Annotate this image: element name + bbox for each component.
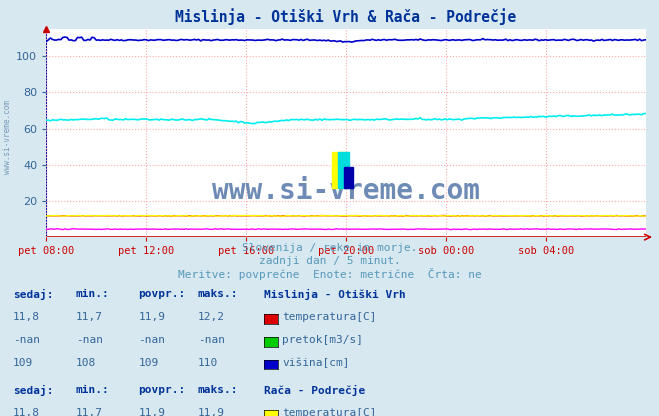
Text: 11,9: 11,9 [138, 312, 165, 322]
Text: temperatura[C]: temperatura[C] [282, 312, 376, 322]
Text: 109: 109 [13, 358, 34, 368]
Text: 11,7: 11,7 [76, 408, 103, 416]
Text: zadnji dan / 5 minut.: zadnji dan / 5 minut. [258, 256, 401, 266]
Text: 110: 110 [198, 358, 218, 368]
Text: pretok[m3/s]: pretok[m3/s] [282, 335, 363, 345]
Text: -nan: -nan [13, 335, 40, 345]
Text: 11,9: 11,9 [138, 408, 165, 416]
Bar [344, 166, 353, 188]
Text: Mislinja - Otiški Vrh: Mislinja - Otiški Vrh [264, 289, 405, 300]
Text: Slovenija / reke in morje.: Slovenija / reke in morje. [242, 243, 417, 253]
Text: -nan: -nan [198, 335, 225, 345]
Text: www.si-vreme.com: www.si-vreme.com [212, 177, 480, 206]
Text: povpr.:: povpr.: [138, 385, 186, 395]
Title: Mislinja - Otiški Vrh & Rača - Podrečje: Mislinja - Otiški Vrh & Rača - Podrečje [175, 8, 517, 25]
Text: 12,2: 12,2 [198, 312, 225, 322]
Text: višina[cm]: višina[cm] [282, 358, 349, 368]
Text: min.:: min.: [76, 289, 109, 299]
Text: 11,8: 11,8 [13, 312, 40, 322]
Text: temperatura[C]: temperatura[C] [282, 408, 376, 416]
Text: 11,7: 11,7 [76, 312, 103, 322]
Text: sedaj:: sedaj: [13, 385, 53, 396]
Text: 11,8: 11,8 [13, 408, 40, 416]
Bar [339, 152, 349, 188]
Text: www.si-vreme.com: www.si-vreme.com [3, 100, 13, 174]
Text: -nan: -nan [76, 335, 103, 345]
Text: Meritve: povprečne  Enote: metrične  Črta: ne: Meritve: povprečne Enote: metrične Črta:… [178, 268, 481, 280]
Bar [332, 152, 345, 188]
Text: Rača - Podrečje: Rača - Podrečje [264, 385, 365, 396]
Text: maks.:: maks.: [198, 289, 238, 299]
Text: 11,9: 11,9 [198, 408, 225, 416]
Text: sedaj:: sedaj: [13, 289, 53, 300]
Text: povpr.:: povpr.: [138, 289, 186, 299]
Text: maks.:: maks.: [198, 385, 238, 395]
Text: 108: 108 [76, 358, 96, 368]
Text: -nan: -nan [138, 335, 165, 345]
Text: min.:: min.: [76, 385, 109, 395]
Text: 109: 109 [138, 358, 159, 368]
